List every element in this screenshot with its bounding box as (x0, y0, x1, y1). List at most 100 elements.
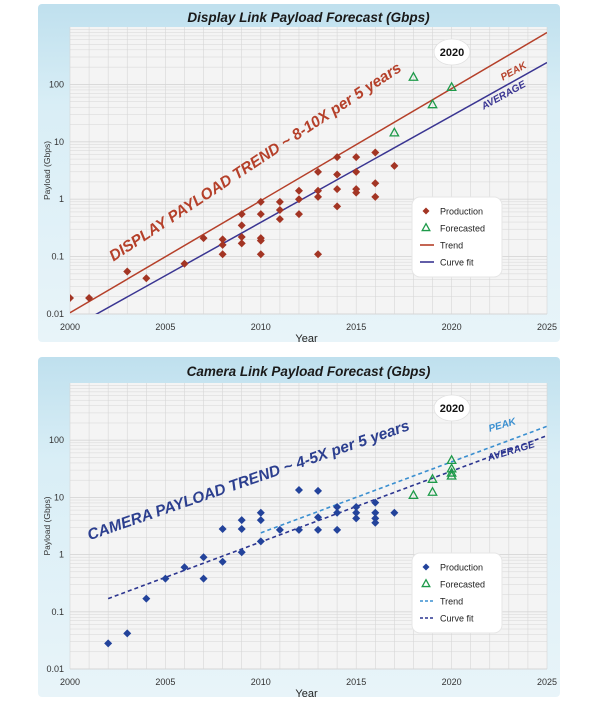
production-point (294, 485, 303, 494)
y-tick-label: 0.1 (51, 607, 64, 617)
production-point (180, 259, 189, 268)
x-tick-label: 2015 (346, 677, 366, 687)
production-point (275, 197, 284, 206)
production-point (352, 153, 361, 162)
production-point (294, 195, 303, 204)
y-tick-label: 10 (54, 137, 64, 147)
production-point (371, 508, 380, 517)
production-point (142, 274, 151, 283)
y-axis-label: Payload (Gbps) (42, 141, 52, 200)
x-axis-label: Year (295, 333, 318, 345)
production-point (352, 502, 361, 511)
production-point (256, 210, 265, 219)
production-point (314, 513, 323, 522)
forecasted-point (427, 98, 438, 109)
production-point (371, 192, 380, 201)
production-point (333, 153, 342, 162)
chart-2: Camera Link Payload Forecast (Gbps) 2000 2… (42, 364, 557, 700)
production-point (199, 234, 208, 243)
production-point (314, 186, 323, 195)
production-point (161, 574, 170, 583)
legend-box (411, 552, 503, 634)
curve-fit-line (107, 434, 547, 600)
production-point (218, 240, 227, 249)
legend-label: Forecasted (440, 224, 485, 234)
production-point (314, 250, 323, 259)
forecasted-point (446, 467, 457, 477)
production-point (333, 508, 342, 517)
production-point (275, 205, 284, 214)
x-tick-label: 2020 (442, 677, 462, 687)
production-point (218, 235, 227, 244)
y-tick-label: 100 (49, 435, 64, 445)
production-point (390, 508, 399, 517)
production-point (256, 236, 265, 245)
x-tick-label: 2005 (155, 677, 175, 687)
forecasted-point (446, 81, 457, 92)
production-point (294, 186, 303, 195)
production-point (294, 525, 303, 534)
year-badge (433, 38, 471, 66)
chart-title: Camera Link Payload Forecast (Gbps) (187, 364, 431, 379)
production-point (333, 202, 342, 211)
production-point (333, 170, 342, 179)
x-axis-label: Year (295, 688, 318, 700)
production-point (256, 250, 265, 259)
x-tick-label: 2000 (60, 322, 80, 332)
y-tick-label: 1 (59, 194, 64, 204)
production-point (275, 215, 284, 224)
trend-line (260, 425, 547, 534)
production-point (180, 563, 189, 572)
production-point (371, 498, 380, 507)
production-point (333, 185, 342, 194)
production-point (142, 594, 151, 603)
legend: Production Forecasted Trend Curve fit (411, 552, 503, 634)
legend: Production Forecasted Trend Curve fit (411, 196, 503, 278)
production-point (123, 629, 132, 638)
year-badge-label: 2020 (440, 47, 464, 59)
production-point (371, 148, 380, 157)
legend-label: Trend (440, 241, 463, 251)
legend-label: Production (440, 563, 483, 573)
chart-title: Display Link Payload Forecast (Gbps) (187, 10, 430, 25)
x-tick-label: 2005 (155, 322, 175, 332)
production-point (352, 188, 361, 197)
curve-fit-line (95, 61, 547, 314)
year-badge (433, 394, 471, 422)
x-tick-label: 2010 (251, 677, 271, 687)
production-point (294, 210, 303, 219)
legend-label: Production (440, 207, 483, 217)
production-point (218, 557, 227, 566)
legend-label: Curve fit (440, 258, 474, 268)
y-tick-label: 1 (59, 550, 64, 560)
production-point (237, 525, 246, 534)
legend-box (411, 196, 503, 278)
x-tick-label: 2020 (442, 322, 462, 332)
legend-swatch-production (422, 207, 430, 215)
production-point (256, 508, 265, 517)
production-point (314, 167, 323, 176)
production-point (85, 293, 94, 302)
x-tick-label: 2000 (60, 677, 80, 687)
y-tick-label: 0.1 (51, 252, 64, 262)
chart-1: Display Link Payload Forecast (Gbps) 2000… (42, 10, 557, 345)
legend-label: Curve fit (440, 614, 474, 624)
production-point (333, 502, 342, 511)
y-axis-label: Payload (Gbps) (42, 496, 52, 555)
production-point (218, 250, 227, 259)
forecasted-point (408, 489, 419, 500)
production-point (275, 525, 284, 534)
x-tick-label: 2025 (537, 322, 557, 332)
y-tick-label: 10 (54, 492, 64, 502)
y-tick-label: 0.01 (46, 664, 64, 674)
x-tick-label: 2010 (251, 322, 271, 332)
production-point (199, 574, 208, 583)
legend-label: Trend (440, 597, 463, 607)
production-point (371, 518, 380, 527)
production-point (333, 525, 342, 534)
production-point (237, 239, 246, 248)
y-tick-label: 0.01 (46, 309, 64, 319)
production-point (314, 525, 323, 534)
production-point (256, 197, 265, 206)
